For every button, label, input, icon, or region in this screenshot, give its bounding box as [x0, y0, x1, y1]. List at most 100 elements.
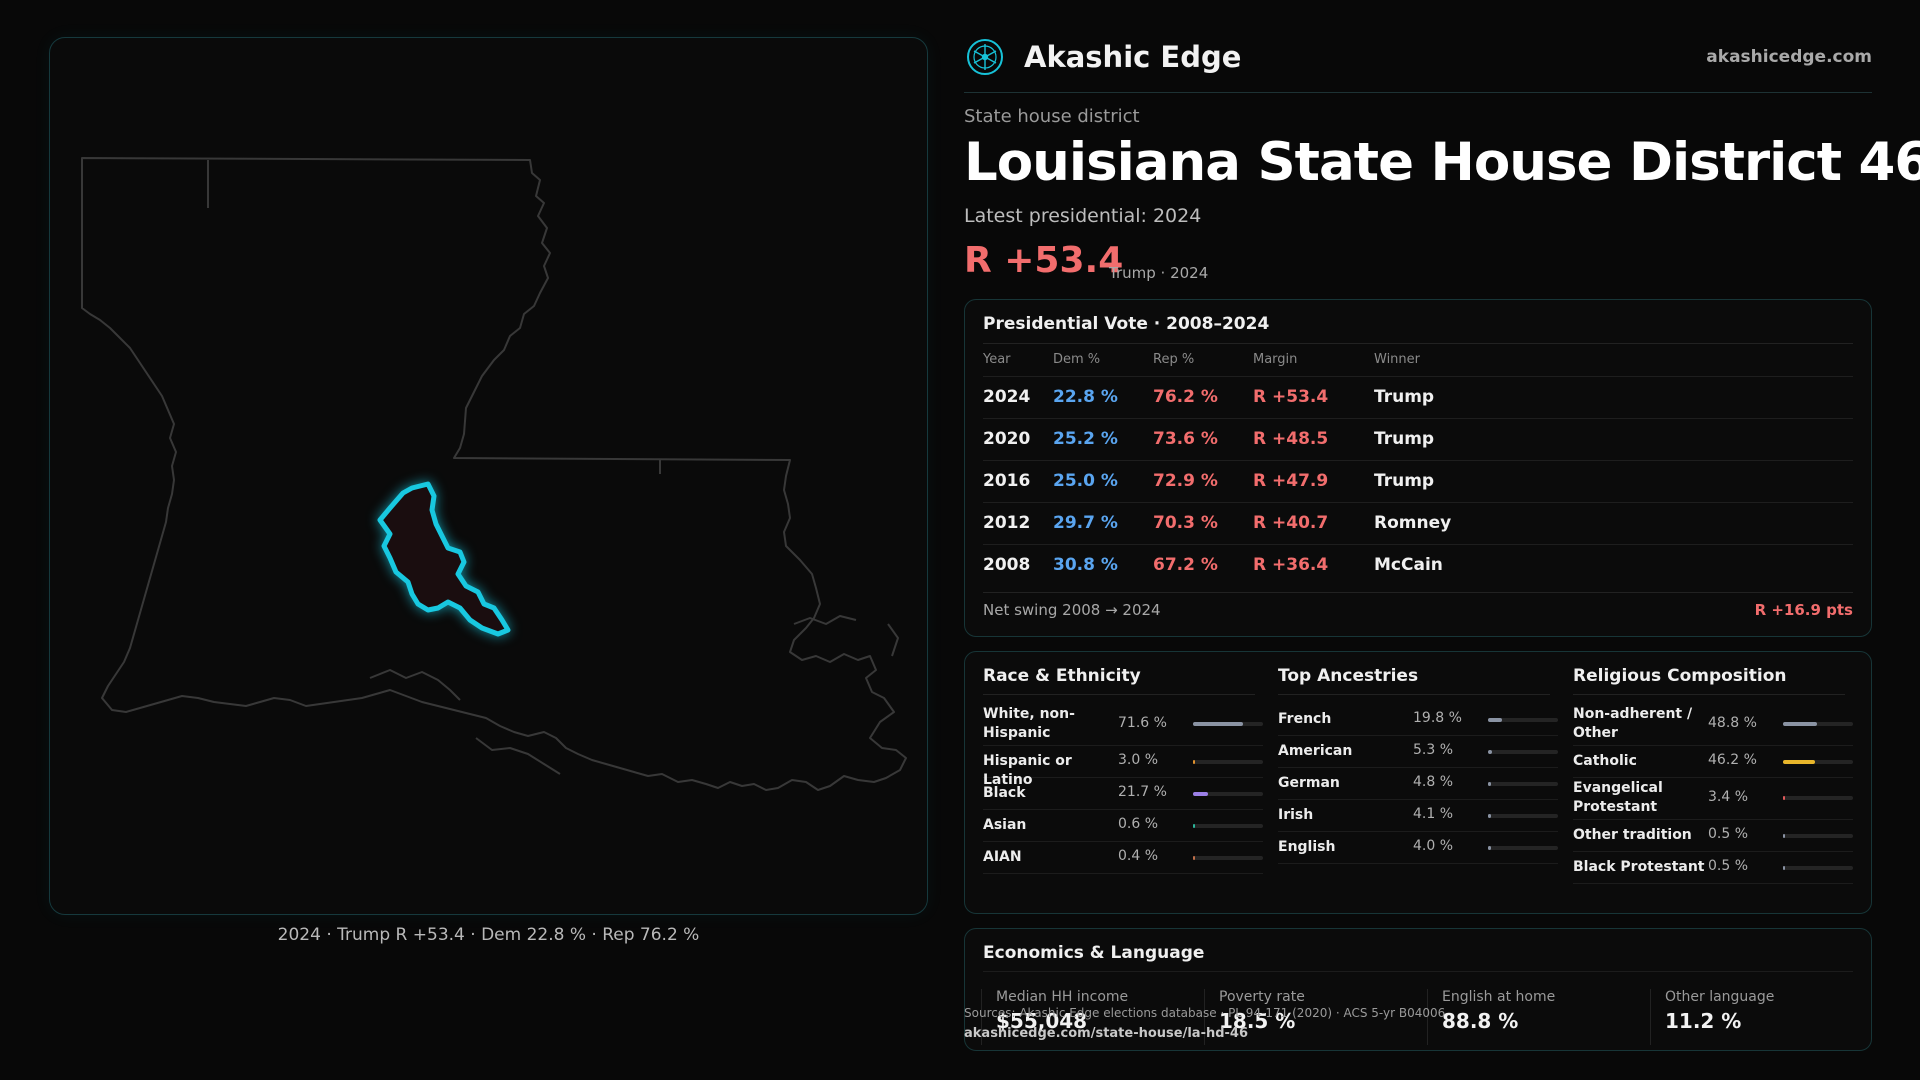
- economic-stat: Poverty rate 18.5 %: [1204, 989, 1414, 1045]
- row-rep-pct: 73.6 %: [1153, 429, 1218, 449]
- religion-row: Catholic 46.2 %: [1573, 746, 1853, 778]
- district-46-shape[interactable]: [377, 481, 511, 637]
- religion-value: 0.5 %: [1708, 826, 1749, 842]
- column-header-winner: Winner: [1374, 352, 1421, 367]
- brand-header: Akashic Edge akashicedge.com: [964, 38, 1872, 93]
- race-bar-track: [1193, 856, 1263, 860]
- ancestry-label: Irish: [1278, 807, 1314, 823]
- column-header-dem: Dem %: [1053, 352, 1101, 367]
- source-note: Sources: Akashic Edge elections database…: [964, 1006, 1446, 1020]
- religion-bar-fill: [1783, 834, 1785, 838]
- net-swing-value: R +16.9 pts: [1754, 601, 1853, 619]
- race-label: White, non-Hispanic: [983, 706, 1075, 741]
- row-winner: Trump: [1374, 387, 1435, 407]
- row-year: 2016: [983, 471, 1031, 491]
- economic-stat-label: English at home: [1442, 989, 1556, 1005]
- religion-bar-track: [1783, 866, 1853, 870]
- race-value: 21.7 %: [1118, 784, 1167, 800]
- state-outline: [81, 157, 907, 791]
- religion-bar-fill: [1783, 722, 1818, 726]
- ancestry-value: 4.0 %: [1413, 838, 1454, 854]
- ancestry-label: English: [1278, 839, 1336, 855]
- row-rep-pct: 72.9 %: [1153, 471, 1218, 491]
- row-dem-pct: 29.7 %: [1053, 513, 1118, 533]
- economic-stat: Other language 11.2 %: [1650, 989, 1860, 1045]
- race-row: Black 21.7 %: [983, 778, 1263, 810]
- race-bar-fill: [1193, 856, 1195, 860]
- row-margin: R +47.9: [1253, 471, 1329, 491]
- ancestry-row: Irish 4.1 %: [1278, 800, 1558, 832]
- race-bar-fill: [1193, 824, 1195, 828]
- latest-presidential-label: Latest presidential: 2024: [964, 205, 1202, 227]
- ancestry-value: 19.8 %: [1413, 710, 1462, 726]
- ancestry-section: Top Ancestries French 19.8 % American 5.3 %…: [1278, 652, 1568, 915]
- religion-value: 0.5 %: [1708, 858, 1749, 874]
- row-margin: R +40.7: [1253, 513, 1329, 533]
- economic-stat: Median HH income $55,048: [981, 989, 1191, 1045]
- row-rep-pct: 76.2 %: [1153, 387, 1218, 407]
- row-year: 2024: [983, 387, 1031, 407]
- headline-margin-sub: Trump · 2024: [1109, 264, 1209, 282]
- religion-bar-fill: [1783, 760, 1816, 764]
- presidential-table-row: 2008 30.8 % 67.2 % R +36.4 McCain: [983, 544, 1853, 586]
- row-winner: Romney: [1374, 513, 1452, 533]
- row-dem-pct: 22.8 %: [1053, 387, 1118, 407]
- religion-value: 3.4 %: [1708, 789, 1749, 805]
- row-dem-pct: 25.0 %: [1053, 471, 1118, 491]
- row-dem-pct: 30.8 %: [1053, 555, 1118, 575]
- demographics-card: Race & Ethnicity White, non-Hispanic 71.6…: [964, 651, 1872, 914]
- akashic-edge-logo-icon[interactable]: [966, 38, 1004, 76]
- divider: [983, 971, 1853, 972]
- row-rep-pct: 70.3 %: [1153, 513, 1218, 533]
- race-bar-fill: [1193, 792, 1209, 796]
- ancestry-bar-fill: [1488, 750, 1492, 754]
- race-value: 71.6 %: [1118, 715, 1167, 731]
- ancestry-value: 4.8 %: [1413, 774, 1454, 790]
- column-header-rep: Rep %: [1153, 352, 1195, 367]
- religion-label: Black Protestant: [1573, 859, 1705, 875]
- religion-label: Other tradition: [1573, 827, 1692, 843]
- race-row: White, non-Hispanic 71.6 %: [983, 704, 1263, 746]
- map-caption: 2024 · Trump R +53.4 · Dem 22.8 % · Rep …: [277, 925, 700, 945]
- presidential-table-row: 2016 25.0 % 72.9 % R +47.9 Trump: [983, 460, 1853, 502]
- religion-bar-track: [1783, 722, 1853, 726]
- brand-name: Akashic Edge: [1024, 40, 1242, 74]
- economic-stat: English at home 88.8 %: [1427, 989, 1637, 1045]
- race-bar-fill: [1193, 722, 1244, 726]
- ancestry-bar-track: [1488, 750, 1558, 754]
- presidential-table-row: 2024 22.8 % 76.2 % R +53.4 Trump: [983, 376, 1853, 418]
- religion-section-title: Religious Composition: [1573, 666, 1787, 686]
- race-bar-track: [1193, 792, 1263, 796]
- louisiana-map: [81, 157, 907, 791]
- ancestry-row: German 4.8 %: [1278, 768, 1558, 800]
- race-bar-track: [1193, 722, 1263, 726]
- brand-site-link[interactable]: akashicedge.com: [1706, 47, 1872, 67]
- race-value: 0.6 %: [1118, 816, 1159, 832]
- religion-label: Catholic: [1573, 753, 1637, 769]
- economic-stat-label: Other language: [1665, 989, 1775, 1005]
- economics-card-title: Economics & Language: [983, 943, 1205, 963]
- race-label: Asian: [983, 817, 1027, 833]
- religion-row: Non-adherent / Other 48.8 %: [1573, 704, 1853, 746]
- economic-stat-value: $55,048: [996, 1009, 1088, 1033]
- divider: [983, 343, 1853, 344]
- row-dem-pct: 25.2 %: [1053, 429, 1118, 449]
- divider: [983, 592, 1853, 593]
- ancestry-bar-fill: [1488, 846, 1491, 850]
- race-ethnicity-section: Race & Ethnicity White, non-Hispanic 71.6…: [983, 652, 1273, 915]
- ancestry-row: American 5.3 %: [1278, 736, 1558, 768]
- religion-label: Evangelical Protestant: [1573, 780, 1663, 815]
- race-label: AIAN: [983, 849, 1022, 865]
- district-type-label: State house district: [964, 106, 1140, 127]
- race-bar-track: [1193, 824, 1263, 828]
- economic-stat-value: 88.8 %: [1442, 1009, 1519, 1033]
- race-row: Asian 0.6 %: [983, 810, 1263, 842]
- economic-stat-value: 18.5 %: [1219, 1009, 1296, 1033]
- presidential-table-row: 2020 25.2 % 73.6 % R +48.5 Trump: [983, 418, 1853, 460]
- source-url-link[interactable]: akashicedge.com/state-house/la-hd-46: [964, 1026, 1249, 1041]
- ancestry-bar-fill: [1488, 814, 1491, 818]
- presidential-table-row: 2012 29.7 % 70.3 % R +40.7 Romney: [983, 502, 1853, 544]
- page-title: Louisiana State House District 46: [964, 132, 1920, 193]
- presidential-card-title: Presidential Vote · 2008–2024: [983, 314, 1270, 334]
- religion-bar-track: [1783, 760, 1853, 764]
